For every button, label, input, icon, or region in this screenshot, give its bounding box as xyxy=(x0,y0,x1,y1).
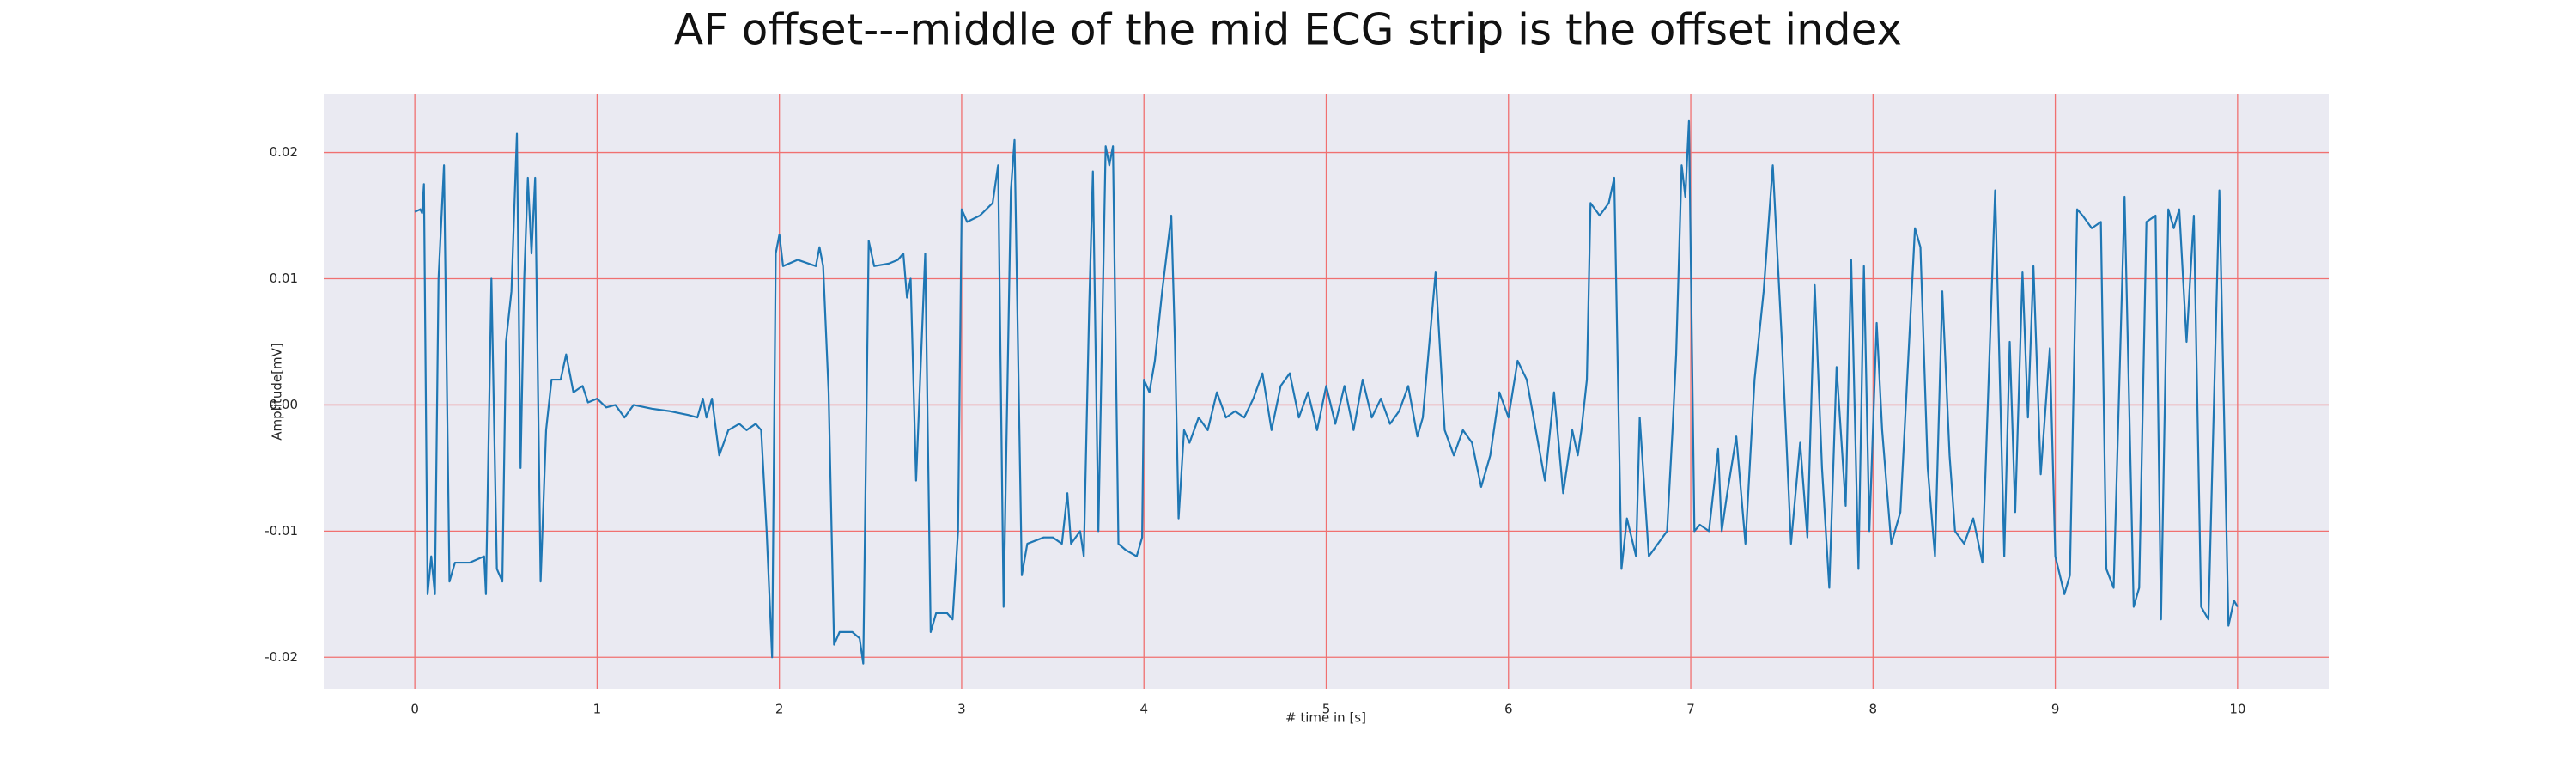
x-tick-label: 3 xyxy=(957,702,966,717)
ecg-line xyxy=(414,119,2239,665)
x-tick-label: 4 xyxy=(1139,702,1148,717)
y-tick-label: -0.02 xyxy=(264,649,298,665)
chart-title: AF offset---middle of the mid ECG strip … xyxy=(674,5,1902,55)
y-tick-label: 0.02 xyxy=(270,144,298,160)
x-tick-label: 6 xyxy=(1504,702,1513,717)
y-axis-label: Amplitude[mV] xyxy=(270,343,285,440)
x-axis-label: # time in [s] xyxy=(1285,710,1366,726)
y-tick-label: 0.00 xyxy=(270,397,298,412)
x-tick-label: 8 xyxy=(1869,702,1878,717)
x-tick-label: 0 xyxy=(410,702,419,717)
x-tick-label: 10 xyxy=(2229,702,2245,717)
x-tick-label: 7 xyxy=(1686,702,1695,717)
x-tick-label: 5 xyxy=(1322,702,1331,717)
y-tick-label: -0.01 xyxy=(264,523,298,539)
x-tick-label: 9 xyxy=(2051,702,2060,717)
x-tick-label: 2 xyxy=(775,702,784,717)
y-tick-label: 0.01 xyxy=(270,271,298,286)
x-tick-label: 1 xyxy=(593,702,602,717)
